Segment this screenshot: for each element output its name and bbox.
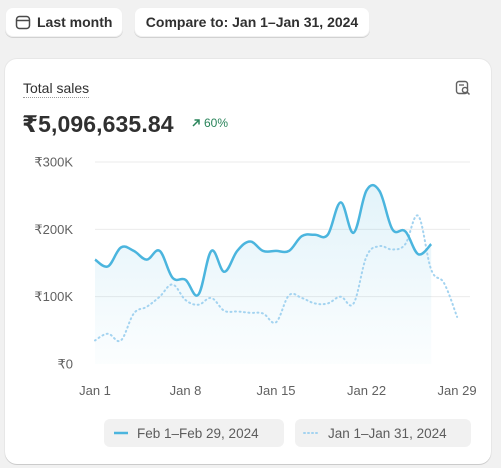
sales-line-chart: ₹300K ₹200K ₹100K ₹0 Jan 1 Jan 8 Jan 15 Jan 22…	[34, 155, 477, 399]
y-tick-label: ₹200K	[34, 222, 73, 237]
current-series-area	[95, 185, 432, 364]
metric-title[interactable]: Total sales	[23, 80, 90, 98]
compare-to-button[interactable]: Compare to: Jan 1–Jan 31, 2024	[134, 7, 370, 37]
metric-change-badge: 60%	[191, 116, 228, 130]
total-sales-card: Total sales ₹5,096,635.84 60% ₹300K ₹200K…	[5, 59, 491, 464]
legend-label-previous: Jan 1–Jan 31, 2024	[328, 425, 447, 441]
view-report-icon[interactable]	[455, 80, 471, 101]
current-period-line	[94, 183, 433, 297]
solid-line-swatch-icon	[114, 431, 128, 435]
metric-change-value: 60%	[204, 116, 229, 130]
legend-item-current[interactable]: Feb 1–Feb 29, 2024	[104, 419, 284, 447]
dotted-line-swatch-icon	[303, 431, 319, 435]
y-tick-label: ₹0	[57, 357, 73, 372]
x-tick-label: Jan 8	[170, 383, 202, 398]
previous-period-line	[94, 214, 459, 343]
y-tick-label: ₹300K	[34, 155, 73, 170]
arrow-up-right-icon	[192, 119, 200, 127]
calendar-icon	[15, 14, 31, 30]
x-tick-label: Jan 1	[79, 383, 111, 398]
x-tick-label: Jan 29	[438, 383, 477, 398]
date-range-label: Last month	[37, 14, 113, 30]
y-tick-label: ₹100K	[34, 289, 73, 304]
compare-to-label: Compare to: Jan 1–Jan 31, 2024	[145, 14, 359, 30]
legend-label-current: Feb 1–Feb 29, 2024	[137, 425, 259, 441]
date-range-button[interactable]: Last month	[5, 7, 123, 37]
metric-value: ₹5,096,635.84	[22, 111, 174, 137]
x-tick-label: Jan 15	[257, 383, 296, 398]
legend-item-previous[interactable]: Jan 1–Jan 31, 2024	[295, 419, 471, 447]
x-tick-label: Jan 22	[347, 383, 386, 398]
